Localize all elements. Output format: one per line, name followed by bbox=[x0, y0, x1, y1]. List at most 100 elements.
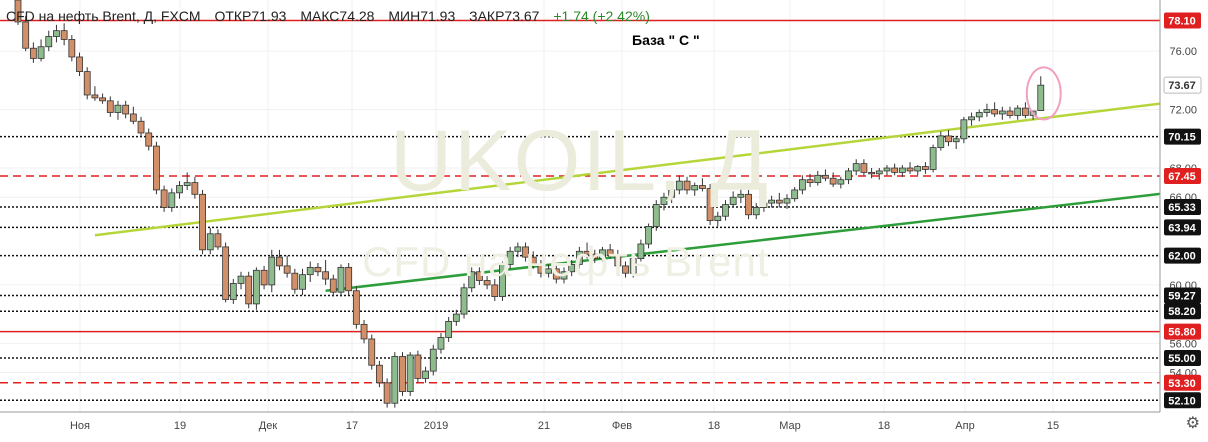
candle bbox=[860, 159, 868, 176]
candle-body bbox=[898, 167, 906, 173]
candle bbox=[68, 35, 76, 62]
price-level-badge: 59.27 bbox=[1164, 287, 1201, 304]
candle-body bbox=[652, 204, 660, 227]
candle bbox=[575, 246, 583, 269]
candle bbox=[37, 39, 45, 62]
candles bbox=[14, 0, 1045, 408]
ohlc-close: ЗАКР73.67 bbox=[469, 8, 540, 24]
candle bbox=[922, 162, 929, 174]
candle-body bbox=[860, 163, 868, 173]
candle bbox=[960, 116, 968, 144]
candle bbox=[991, 102, 999, 117]
candle-body bbox=[852, 163, 860, 172]
badge-label: 78.10 bbox=[1168, 15, 1196, 27]
candle bbox=[929, 144, 937, 173]
candle-body bbox=[199, 193, 206, 251]
candle-body bbox=[176, 185, 183, 194]
candle bbox=[983, 103, 991, 117]
price-level-badge: 78.10 bbox=[1164, 12, 1201, 29]
candle bbox=[114, 100, 122, 120]
candle bbox=[775, 192, 783, 208]
candle-body bbox=[998, 110, 1006, 115]
candle-body bbox=[599, 249, 606, 259]
candle bbox=[99, 93, 106, 104]
candle-body bbox=[391, 356, 399, 404]
candle-body bbox=[868, 171, 875, 175]
candle bbox=[606, 243, 614, 259]
candle-body bbox=[206, 233, 214, 251]
candle-body bbox=[875, 170, 883, 175]
price-level-badge: 56.80 bbox=[1164, 323, 1201, 340]
candle bbox=[422, 366, 429, 383]
candle-body bbox=[260, 269, 268, 286]
candle-body bbox=[922, 166, 929, 170]
y-tick-label: 56.00 bbox=[1169, 338, 1197, 350]
badge-label: 58.20 bbox=[1168, 306, 1196, 318]
candle-body bbox=[37, 46, 45, 59]
candle-body bbox=[491, 284, 499, 297]
candle bbox=[499, 261, 506, 301]
price-level-badge: 58.20 bbox=[1164, 303, 1201, 320]
candle-body bbox=[45, 36, 53, 48]
candle-body bbox=[529, 256, 537, 265]
highlight-circle bbox=[1025, 66, 1062, 121]
price-level-badge: 73.67 bbox=[1163, 76, 1202, 94]
x-tick-label: 19 bbox=[174, 420, 186, 432]
candle-body bbox=[452, 313, 460, 322]
candle bbox=[691, 182, 699, 196]
candle-body bbox=[60, 30, 68, 40]
candle-body bbox=[414, 354, 422, 379]
candle-body bbox=[522, 246, 529, 258]
candle bbox=[683, 176, 691, 195]
price-level-badge: 53.30 bbox=[1164, 374, 1201, 391]
candle-body bbox=[345, 266, 353, 292]
candle-body bbox=[191, 182, 199, 195]
candle-body bbox=[560, 271, 568, 280]
candle bbox=[460, 283, 468, 319]
x-tick-label: 18 bbox=[708, 420, 720, 432]
candle-body bbox=[376, 364, 383, 384]
candle-body bbox=[983, 109, 991, 113]
candle bbox=[91, 86, 99, 101]
candle bbox=[968, 112, 975, 126]
badge-label: 65.33 bbox=[1168, 202, 1196, 214]
candle-body bbox=[76, 56, 83, 72]
badge-bg bbox=[1164, 12, 1201, 29]
candle bbox=[752, 203, 760, 220]
candle bbox=[814, 170, 822, 186]
badge-label: 63.94 bbox=[1168, 222, 1196, 234]
candle bbox=[252, 267, 260, 310]
trend-line bbox=[325, 187, 1208, 292]
candle bbox=[368, 334, 376, 370]
candle-body bbox=[545, 268, 553, 274]
candle-body bbox=[168, 192, 176, 208]
annotation-text: База " С " bbox=[632, 32, 700, 48]
candle-body bbox=[822, 174, 829, 179]
gear-icon[interactable]: ⚙ bbox=[1185, 415, 1200, 432]
candle-body bbox=[475, 271, 483, 281]
candle bbox=[29, 42, 37, 63]
ohlc-high: МАКС74.28 bbox=[300, 8, 375, 24]
candle bbox=[322, 260, 330, 285]
candle-body bbox=[214, 233, 222, 248]
price-level-badge: 70.15 bbox=[1164, 128, 1201, 145]
candle bbox=[452, 309, 460, 326]
candle-body bbox=[337, 266, 345, 293]
badge-label: 53.30 bbox=[1168, 378, 1196, 390]
candle-body bbox=[106, 100, 114, 113]
badge-bg bbox=[1164, 349, 1201, 366]
trend-line bbox=[94, 96, 1208, 237]
candle bbox=[514, 242, 522, 258]
candle bbox=[629, 255, 637, 278]
candle bbox=[376, 360, 383, 388]
candle bbox=[83, 67, 91, 100]
candle-body bbox=[506, 250, 514, 265]
candle-body bbox=[914, 166, 922, 172]
candle-body bbox=[145, 132, 153, 147]
highlight bbox=[1025, 66, 1062, 121]
candle-body bbox=[714, 215, 722, 222]
candle-body bbox=[991, 109, 999, 115]
instrument-title[interactable]: CFD на нефть Brent, Д, FXCM bbox=[6, 8, 201, 24]
